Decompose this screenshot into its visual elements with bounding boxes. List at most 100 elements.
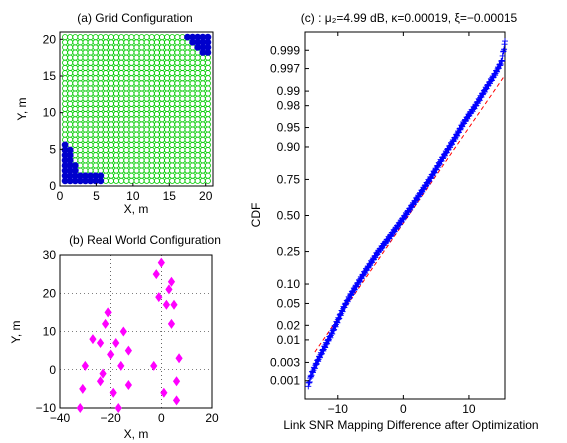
data-point — [501, 46, 508, 53]
data-point — [414, 196, 421, 203]
selected-point — [61, 141, 69, 149]
data-point — [423, 182, 430, 189]
node-marker — [167, 318, 176, 329]
data-point — [314, 357, 321, 364]
data-point — [497, 62, 504, 69]
x-tick-label: 10 — [462, 402, 476, 416]
y-tick-label: 0 — [49, 179, 56, 193]
selected-point — [61, 162, 69, 169]
x-tick-label: 20 — [199, 189, 213, 203]
panel-a-xlabel: X, m — [124, 202, 149, 216]
selected-point — [71, 167, 79, 175]
y-tick-label: 0.999 — [270, 43, 300, 57]
data-point — [322, 344, 329, 351]
data-point — [339, 308, 346, 315]
selected-point — [194, 38, 202, 46]
data-point — [483, 85, 490, 92]
data-point — [497, 61, 504, 68]
y-tick-label: 0.997 — [270, 62, 300, 76]
selected-point — [204, 44, 212, 51]
data-point — [306, 379, 313, 386]
selected-point — [77, 172, 84, 180]
data-point — [309, 368, 316, 375]
data-point — [313, 360, 320, 367]
x-tick-label: 10 — [126, 189, 140, 203]
grid-configuration-panel: (a) Grid Configuration 0 5 10 15 2005101520 … — [15, 11, 214, 216]
data-point — [496, 61, 503, 68]
node-marker — [172, 376, 181, 387]
selected-point — [71, 172, 79, 180]
y-tick-label: 20 — [43, 286, 57, 300]
data-point — [447, 142, 454, 149]
x-tick-label: −10 — [328, 402, 349, 416]
y-tick-label: 0.95 — [277, 121, 301, 135]
selected-point — [194, 44, 202, 51]
x-tick-label: 0 — [57, 189, 64, 203]
selected-point — [61, 156, 69, 164]
data-point — [335, 315, 342, 322]
data-point — [369, 259, 376, 266]
selected-point — [82, 172, 89, 180]
panel-b-title: (b) Real World Configuration — [69, 233, 221, 247]
selected-point — [66, 172, 74, 180]
panel-a-plot-area — [59, 31, 214, 187]
node-marker — [119, 326, 127, 337]
data-point — [342, 301, 349, 308]
data-point — [502, 38, 508, 45]
data-point — [333, 319, 340, 326]
data-point — [341, 304, 348, 311]
panel-b-marks — [76, 257, 183, 413]
data-point — [367, 260, 374, 267]
y-tick-label: 0.98 — [277, 99, 301, 113]
node-marker — [79, 383, 87, 394]
selected-point — [204, 49, 212, 56]
data-point — [331, 326, 338, 333]
y-tick-label: 5 — [49, 142, 56, 156]
node-marker — [96, 376, 105, 387]
node-marker — [89, 334, 97, 345]
panel-b-gridlines — [59, 254, 213, 409]
data-point — [405, 208, 412, 215]
y-tick-label: 10 — [43, 325, 57, 339]
data-point — [494, 68, 501, 75]
panel-a-ticks: 0 5 10 15 20 0 5 10 15 20 — [43, 32, 213, 203]
x-tick-label: −40 — [50, 411, 71, 425]
selected-point — [97, 172, 105, 180]
data-point — [498, 58, 505, 65]
data-point — [500, 48, 507, 55]
y-tick-label: 0.02 — [277, 318, 301, 332]
y-tick-label: −10 — [36, 401, 57, 415]
data-point — [480, 90, 487, 97]
node-marker — [76, 403, 84, 413]
data-point — [426, 178, 433, 185]
selected-point — [204, 38, 212, 46]
panel-a-ylabel: Y, m — [15, 97, 29, 120]
data-point — [360, 271, 367, 278]
data-point — [488, 77, 495, 84]
data-point — [463, 117, 470, 124]
selected-point — [66, 177, 74, 185]
node-marker — [150, 360, 158, 371]
selected-point — [82, 177, 89, 185]
node-marker — [112, 337, 120, 348]
data-point — [448, 141, 455, 148]
data-point — [468, 109, 475, 116]
y-tick-label: 0.001 — [270, 374, 300, 388]
node-marker — [114, 403, 122, 413]
y-tick-label: 0.05 — [277, 296, 301, 310]
y-tick-label: 0.99 — [277, 84, 301, 98]
panel-c-marks — [305, 38, 508, 390]
data-point — [324, 340, 331, 347]
node-marker — [124, 380, 132, 391]
data-point — [356, 278, 363, 285]
selected-point — [61, 151, 69, 159]
data-point — [317, 354, 324, 361]
data-point — [311, 365, 318, 372]
selected-point — [97, 177, 105, 185]
data-point — [499, 57, 506, 64]
data-point — [390, 229, 397, 236]
node-marker — [157, 257, 165, 268]
node-marker — [160, 387, 168, 398]
node-marker — [96, 337, 105, 348]
selected-point — [66, 151, 74, 159]
